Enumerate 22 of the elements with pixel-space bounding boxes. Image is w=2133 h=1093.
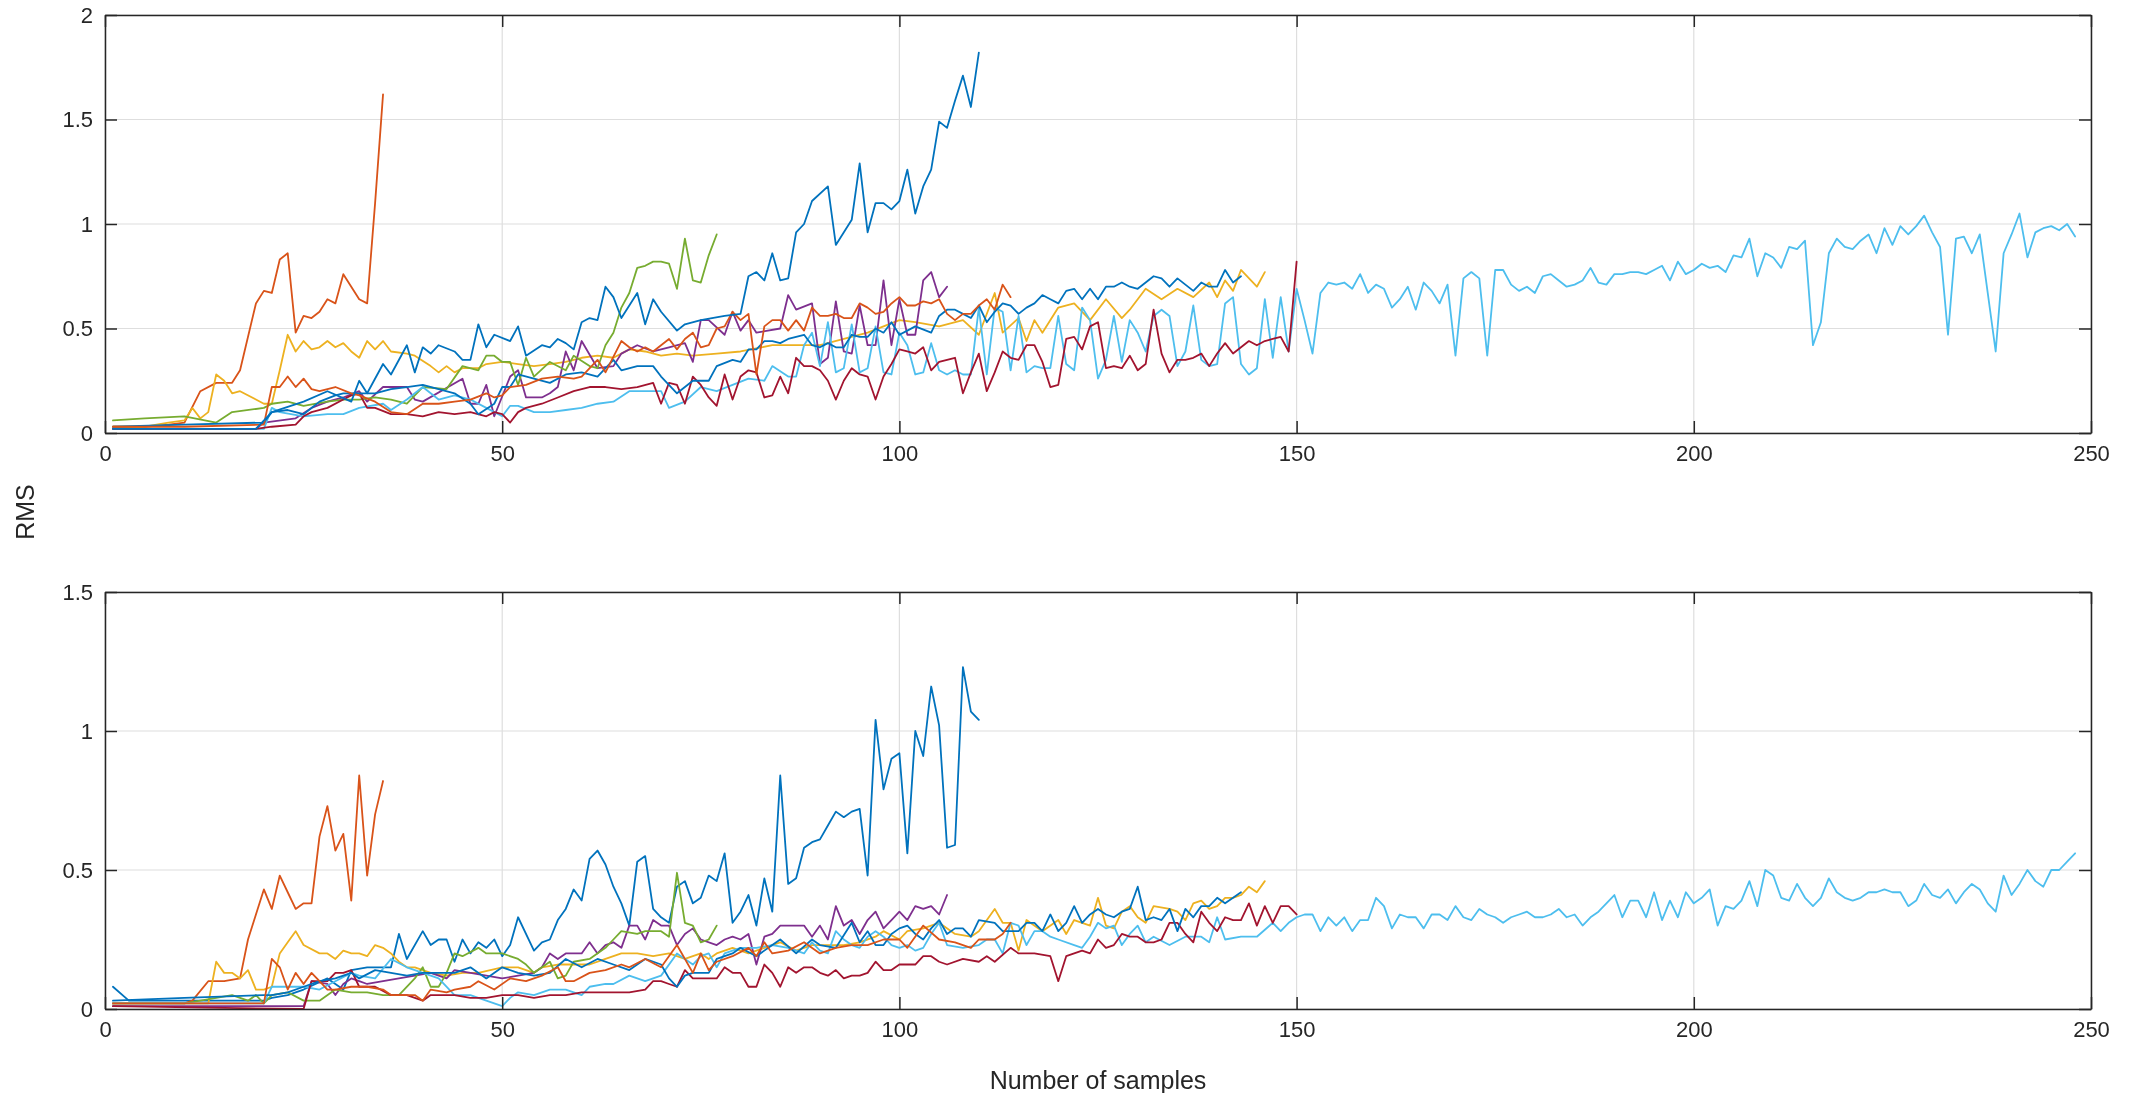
x-tick-label: 250 [2073, 440, 2110, 466]
x-tick-label: 0 [99, 1016, 112, 1042]
y-tick-label: 0 [80, 420, 93, 446]
x-tick-label: 0 [99, 440, 112, 466]
y-tick-label: 0.5 [62, 316, 93, 342]
x-tick-label: 50 [490, 440, 515, 466]
y-tick-label: 2 [80, 2, 93, 28]
x-tick-label: 100 [881, 1016, 919, 1042]
x-tick-label: 200 [1675, 440, 1713, 466]
y-tick-label: 0.5 [62, 857, 93, 883]
y-tick-label: 1.5 [62, 579, 93, 605]
x-tick-label: 150 [1278, 1016, 1316, 1042]
x-tick-label: 150 [1278, 440, 1316, 466]
x-tick-label: 100 [881, 440, 919, 466]
y-tick-label: 1 [80, 211, 93, 237]
x-tick-label: 50 [490, 1016, 515, 1042]
y-tick-label: 0 [80, 996, 93, 1022]
y-axis-title: RMS [11, 484, 39, 540]
y-tick-label: 1.5 [62, 107, 93, 133]
x-tick-label: 250 [2073, 1016, 2110, 1042]
y-tick-label: 1 [80, 718, 93, 744]
x-tick-label: 200 [1675, 1016, 1713, 1042]
